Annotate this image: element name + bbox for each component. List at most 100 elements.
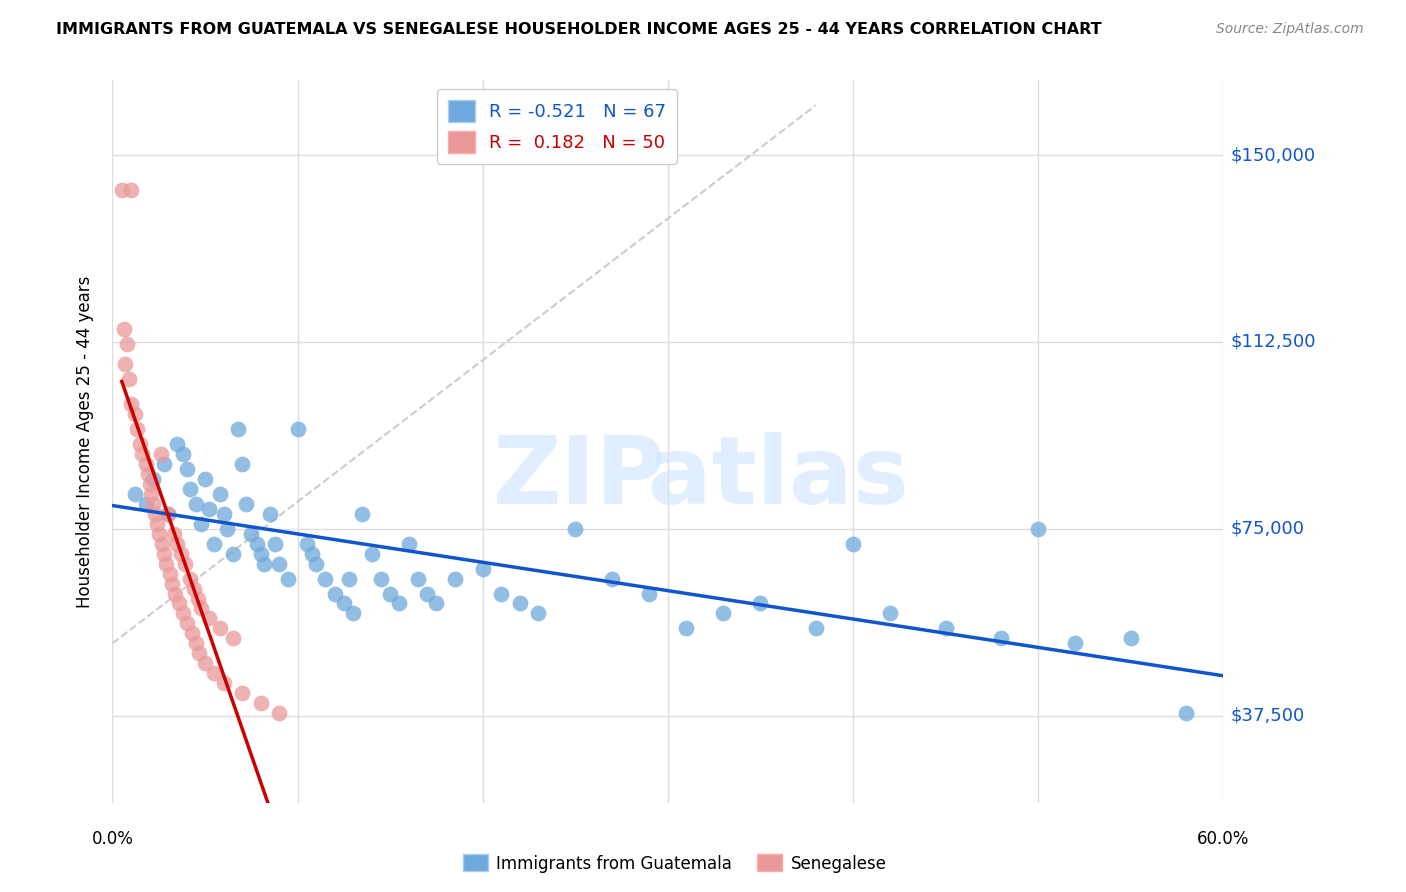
Point (1175, 706, 1198, 720)
Point (165, 586, 187, 600)
Point (135, 457, 157, 471)
Point (416, 586, 439, 600)
Point (249, 696, 271, 710)
Point (138, 476, 160, 491)
Point (333, 597, 356, 611)
Text: 0.0%: 0.0% (91, 830, 134, 847)
Point (143, 507, 166, 521)
Y-axis label: Householder Income Ages 25 - 44 years: Householder Income Ages 25 - 44 years (76, 276, 94, 607)
Point (170, 547, 193, 561)
Point (287, 422, 309, 436)
Point (160, 576, 183, 591)
Point (638, 586, 661, 600)
Point (277, 572, 299, 586)
Point (235, 497, 257, 511)
Point (388, 597, 411, 611)
Point (471, 561, 494, 575)
Point (295, 537, 318, 551)
Point (246, 537, 269, 551)
Point (141, 487, 163, 501)
Point (136, 467, 159, 481)
Point (305, 557, 328, 571)
Point (231, 686, 253, 700)
Point (148, 526, 170, 541)
Point (149, 447, 172, 461)
Point (749, 597, 772, 611)
Point (118, 372, 141, 386)
Text: Source: ZipAtlas.com: Source: ZipAtlas.com (1216, 22, 1364, 37)
Point (339, 572, 361, 586)
Point (172, 607, 194, 621)
Point (120, 183, 142, 197)
Point (124, 407, 146, 421)
Point (197, 501, 219, 516)
Point (111, 183, 134, 197)
Point (879, 607, 901, 621)
Point (228, 422, 250, 436)
Point (202, 666, 225, 681)
Point (190, 516, 212, 531)
Point (114, 357, 136, 371)
Point (152, 537, 174, 551)
Point (155, 557, 177, 571)
Point (990, 632, 1012, 646)
Point (264, 537, 287, 551)
Point (267, 706, 291, 720)
Point (202, 537, 225, 551)
Point (564, 522, 586, 536)
Point (208, 621, 231, 635)
Point (425, 597, 447, 611)
Point (135, 497, 157, 511)
Point (713, 607, 735, 621)
Point (267, 557, 291, 571)
Point (153, 547, 176, 561)
Legend: Immigrants from Guatemala, Senegalese: Immigrants from Guatemala, Senegalese (457, 847, 893, 880)
Point (804, 621, 827, 635)
Point (153, 457, 176, 471)
Text: 60.0%: 60.0% (1197, 830, 1250, 847)
Point (179, 482, 201, 496)
Point (184, 636, 207, 650)
Point (406, 572, 429, 586)
Point (323, 586, 346, 600)
Point (342, 607, 364, 621)
Point (129, 437, 152, 451)
Point (188, 646, 211, 660)
Point (157, 507, 180, 521)
Text: $75,000: $75,000 (1230, 520, 1305, 538)
Point (172, 447, 194, 461)
Point (117, 337, 139, 351)
Point (181, 626, 204, 640)
Point (444, 572, 467, 586)
Point (1026, 522, 1049, 536)
Point (157, 507, 180, 521)
Point (935, 621, 957, 635)
Point (124, 487, 146, 501)
Point (675, 621, 697, 635)
Text: $37,500: $37,500 (1230, 706, 1305, 724)
Point (249, 547, 271, 561)
Text: atlas: atlas (648, 432, 910, 524)
Point (166, 437, 188, 451)
Point (166, 537, 188, 551)
Point (194, 657, 217, 671)
Point (176, 462, 198, 476)
Point (509, 597, 531, 611)
Point (167, 597, 190, 611)
Point (208, 487, 231, 501)
Point (314, 572, 336, 586)
Point (194, 472, 217, 486)
Text: $112,500: $112,500 (1230, 333, 1316, 351)
Point (253, 557, 276, 571)
Point (112, 322, 135, 336)
Point (179, 572, 201, 586)
Point (142, 497, 165, 511)
Point (142, 472, 165, 486)
Point (212, 676, 235, 690)
Point (120, 397, 142, 411)
Point (231, 457, 253, 471)
Point (146, 516, 169, 531)
Point (176, 616, 198, 631)
Point (301, 547, 323, 561)
Point (398, 537, 420, 551)
